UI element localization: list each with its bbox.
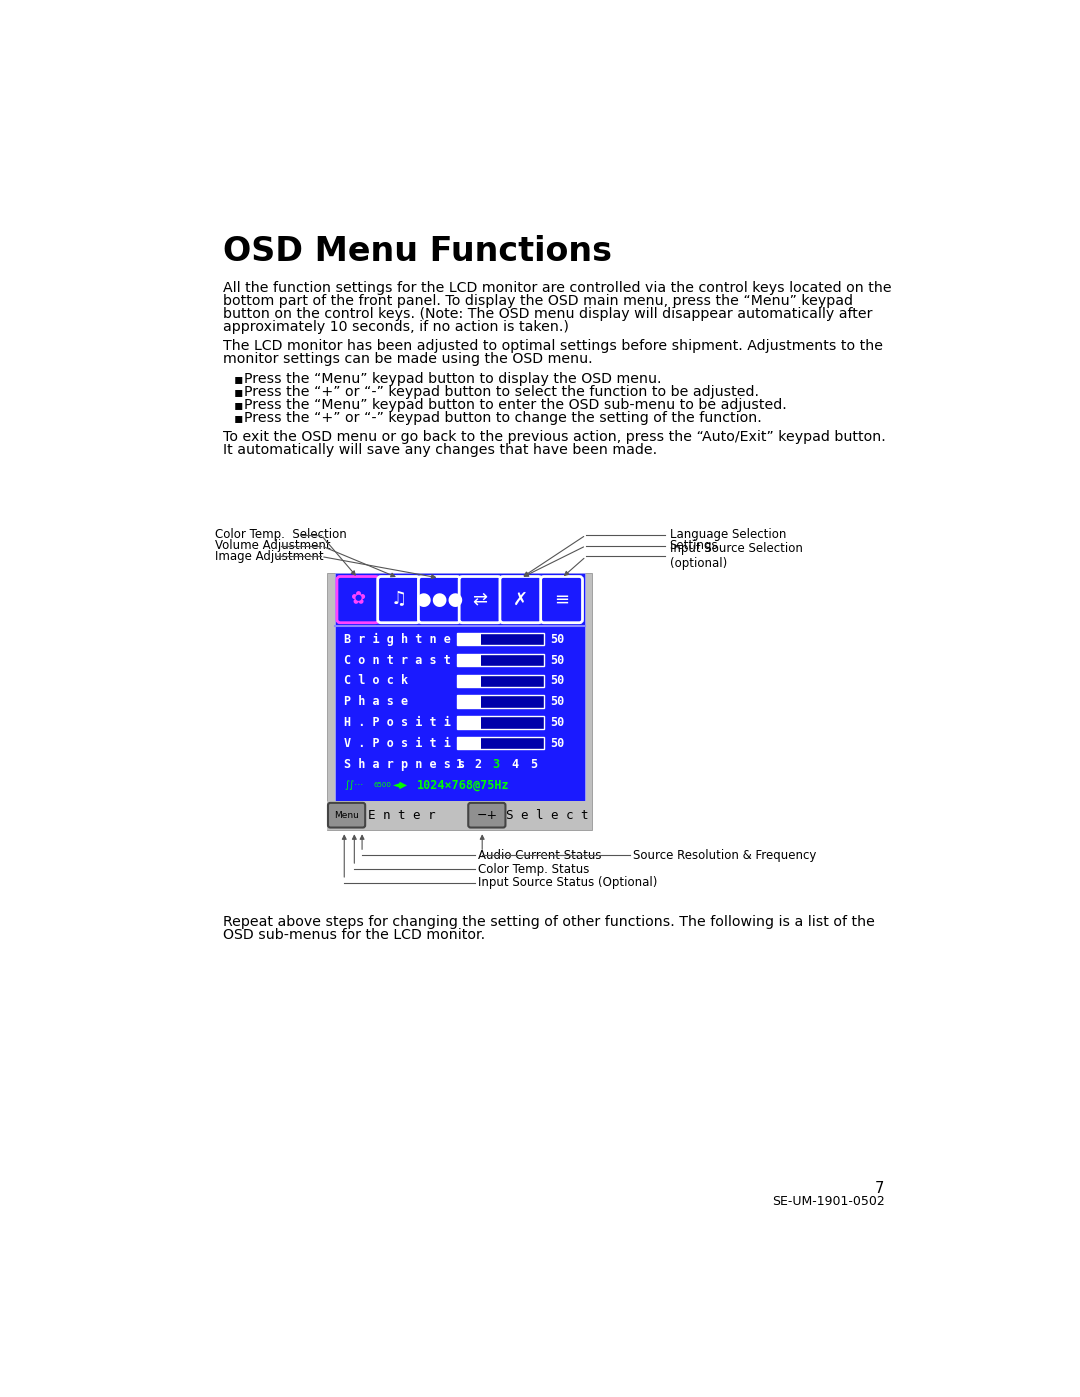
Text: Repeat above steps for changing the setting of other functions. The following is: Repeat above steps for changing the sett… [222,915,875,929]
Text: OSD Menu Functions: OSD Menu Functions [222,235,611,268]
FancyBboxPatch shape [459,577,501,623]
Bar [335,573,584,800]
Text: C o n t r a s t: C o n t r a s t [345,654,451,666]
Text: 5: 5 [530,757,537,771]
FancyBboxPatch shape [469,803,505,827]
Text: S h a r p n e s s: S h a r p n e s s [345,757,465,771]
Text: S e l e c t: S e l e c t [507,809,589,821]
Text: 50: 50 [551,696,565,708]
Text: 7: 7 [875,1180,885,1196]
Text: Color Temp.  Selection: Color Temp. Selection [215,528,347,542]
Text: ∫∫···: ∫∫··· [345,780,364,789]
Text: Press the “Menu” keypad button to display the OSD menu.: Press the “Menu” keypad button to displa… [244,372,662,386]
Text: ♫: ♫ [391,591,407,609]
Bar [458,633,482,645]
Text: It automatically will save any changes that have been made.: It automatically will save any changes t… [222,443,657,457]
Text: 1: 1 [456,757,462,771]
Bar [458,675,482,687]
FancyBboxPatch shape [541,577,582,623]
Text: 2: 2 [474,757,481,771]
FancyBboxPatch shape [418,577,460,623]
Text: V . P o s i t i o n: V . P o s i t i o n [345,736,480,750]
Text: Audio Current Status: Audio Current Status [478,849,602,862]
Bar [458,696,482,708]
Text: ▪: ▪ [233,384,243,398]
Text: approximately 10 seconds, if no action is taken.): approximately 10 seconds, if no action i… [222,320,568,334]
Text: E n t e r: E n t e r [367,809,435,821]
Text: 50: 50 [551,675,565,687]
Text: B r i g h t n e s s: B r i g h t n e s s [345,633,480,645]
Text: ●●●: ●●● [416,591,463,609]
Bar [458,738,482,749]
Text: OSD sub-menus for the LCD monitor.: OSD sub-menus for the LCD monitor. [222,928,485,942]
Text: Color Temp. Status: Color Temp. Status [478,862,590,876]
Text: 4: 4 [511,757,518,771]
Text: ✗: ✗ [513,591,528,609]
Text: H . P o s i t i o n: H . P o s i t i o n [345,715,480,729]
Text: Volume Adjustment: Volume Adjustment [215,539,330,552]
Text: 50: 50 [551,736,565,750]
FancyBboxPatch shape [337,577,379,623]
Text: 50: 50 [551,654,565,666]
Text: Input Source Selection
(optional): Input Source Selection (optional) [670,542,802,570]
Text: ✿: ✿ [350,591,365,609]
Text: ≡: ≡ [554,591,569,609]
Bar [458,717,482,729]
Bar [458,717,544,729]
Text: −+: −+ [476,809,498,821]
FancyBboxPatch shape [378,577,419,623]
Bar [327,800,592,830]
FancyBboxPatch shape [500,577,542,623]
Bar [458,633,544,645]
Bar [458,738,544,749]
Text: To exit the OSD menu or go back to the previous action, press the “Auto/Exit” ke: To exit the OSD menu or go back to the p… [222,430,886,444]
Text: ⇄: ⇄ [473,591,488,609]
Text: C l o c k: C l o c k [345,675,408,687]
Bar [458,654,544,666]
Text: Menu: Menu [334,810,359,820]
Text: button on the control keys. (Note: The OSD menu display will disappear automatic: button on the control keys. (Note: The O… [222,307,872,321]
Text: All the function settings for the LCD monitor are controlled via the control key: All the function settings for the LCD mo… [222,281,891,295]
Text: 50: 50 [551,715,565,729]
Text: Image Adjustment: Image Adjustment [215,550,323,563]
Text: P h a s e: P h a s e [345,696,408,708]
Text: ▪: ▪ [233,411,243,425]
Bar [458,675,544,687]
Bar [458,696,544,708]
Text: bottom part of the front panel. To display the OSD main menu, press the “Menu” k: bottom part of the front panel. To displ… [222,293,852,307]
Bar [458,654,482,666]
Text: Language Selection: Language Selection [670,528,786,542]
Text: 6500: 6500 [374,782,392,788]
Text: monitor settings can be made using the OSD menu.: monitor settings can be made using the O… [222,352,592,366]
Text: 1024×768@75Hz: 1024×768@75Hz [417,778,509,791]
FancyBboxPatch shape [328,803,365,827]
Text: Settings: Settings [670,539,718,552]
FancyBboxPatch shape [327,573,592,830]
Text: 3: 3 [492,757,500,771]
Text: Source Resolution & Frequency: Source Resolution & Frequency [633,849,816,862]
Text: ▪: ▪ [233,372,243,386]
Text: Press the “+” or “-” keypad button to select the function to be adjusted.: Press the “+” or “-” keypad button to se… [244,384,759,398]
Text: ▪: ▪ [233,398,243,412]
Text: Press the “+” or “-” keypad button to change the setting of the function.: Press the “+” or “-” keypad button to ch… [244,411,762,425]
Text: Input Source Status (Optional): Input Source Status (Optional) [478,876,658,890]
Text: Press the “Menu” keypad button to enter the OSD sub-menu to be adjusted.: Press the “Menu” keypad button to enter … [244,398,787,412]
Text: The LCD monitor has been adjusted to optimal settings before shipment. Adjustmen: The LCD monitor has been adjusted to opt… [222,339,882,353]
Text: ◄▶: ◄▶ [393,780,408,789]
Text: 50: 50 [551,633,565,645]
Text: SE-UM-1901-0502: SE-UM-1901-0502 [772,1194,885,1208]
